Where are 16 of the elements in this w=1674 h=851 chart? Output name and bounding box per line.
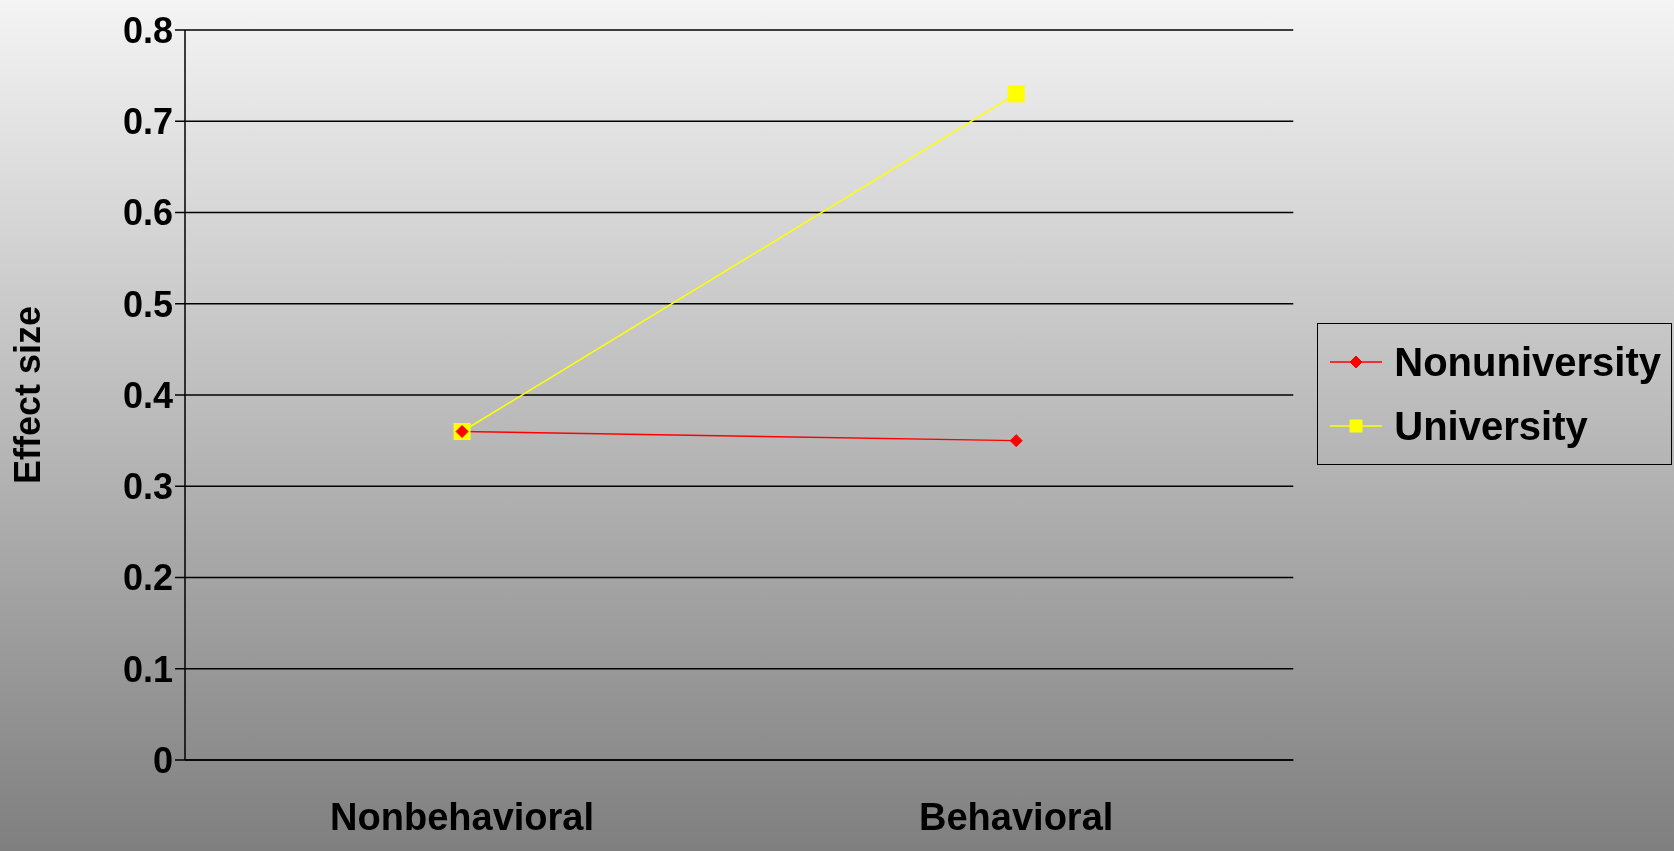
y-tick-label: 0.3 [122,466,173,508]
y-tick-label: 0 [152,739,173,781]
y-tick-label: 0.6 [122,192,173,234]
y-tick-label: 0.5 [122,283,173,325]
point [1007,85,1025,103]
y-axis-title: Effect size [6,305,48,485]
legend-label: University [1394,403,1588,449]
y-tick-label: 0.7 [122,101,173,143]
y-tick-label: 0.1 [122,648,173,690]
x-tick-label: Nonbehavioral [330,796,595,838]
y-tick-label: 0.8 [122,9,173,51]
legend-label: Nonuniversity [1394,339,1661,385]
point [1009,434,1023,448]
x-tick-label: Behavioral [919,796,1114,838]
y-tick-label: 0.2 [122,557,173,599]
y-tick-label: 0.4 [122,374,173,416]
